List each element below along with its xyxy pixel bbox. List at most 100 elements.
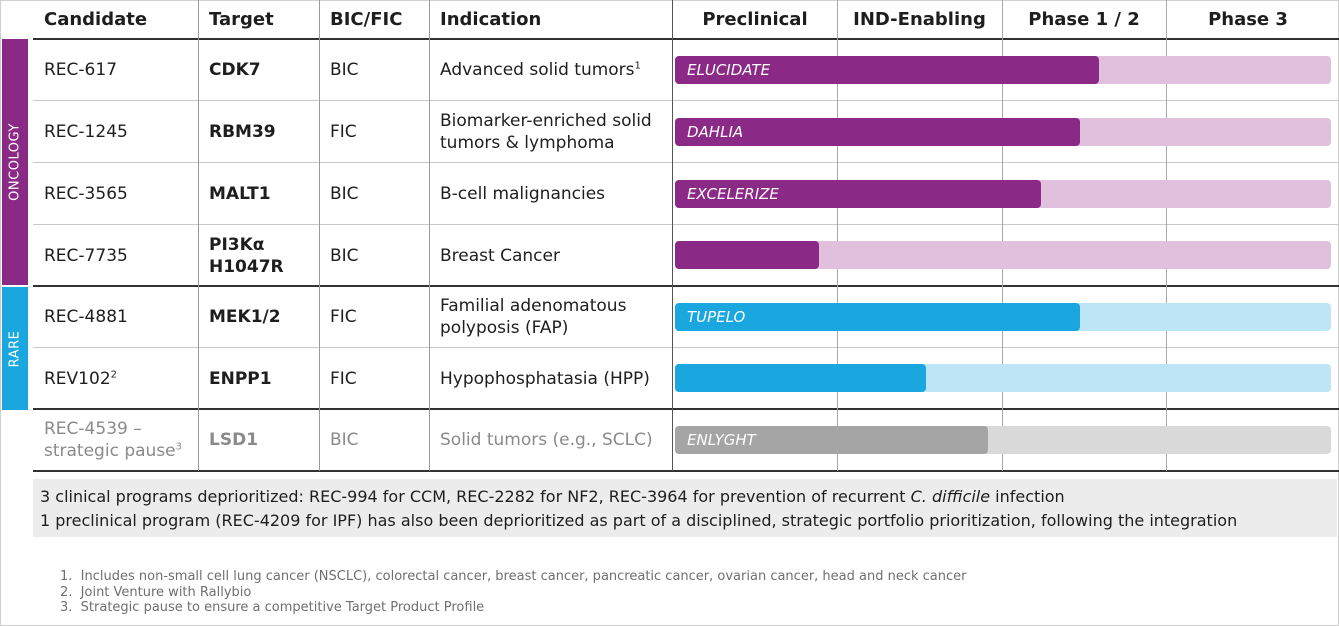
progress-bar: ENLYGHT	[675, 426, 988, 454]
footnote-ref: 2	[110, 368, 118, 380]
progress-bar: DAHLIA	[675, 118, 1081, 146]
column-divider	[198, 0, 199, 471]
pipeline-track: DAHLIA	[675, 118, 1331, 146]
footnote-text: Includes non-small cell lung cancer (NSC…	[80, 569, 967, 584]
indication-cell: Biomarker-enriched solid tumors & lympho…	[440, 111, 652, 153]
target-cell: LSD1	[209, 430, 259, 450]
candidate-cell: REC-7735	[44, 226, 128, 285]
candidate-cell: REC-617	[44, 40, 117, 100]
study-name: EXCELERIZE	[687, 185, 779, 203]
progress-bar	[675, 364, 927, 392]
row-divider	[33, 224, 1339, 225]
target-cell: PI3Kα H1047R	[209, 234, 284, 277]
column-divider	[319, 0, 320, 471]
group-divider	[33, 285, 1339, 287]
progress-bar: ELUCIDATE	[675, 56, 1099, 84]
study-name: TUPELO	[687, 308, 746, 326]
indication-cell: Solid tumors (e.g., SCLC)	[440, 430, 653, 450]
header-target: Target	[209, 9, 274, 30]
phase-divider	[1002, 0, 1003, 471]
bic-fic-cell: FIC	[330, 307, 357, 327]
phase-divider	[1166, 0, 1167, 471]
footnote-text: Joint Venture with Rallybio	[80, 585, 252, 600]
footnote-ref: 3	[175, 441, 182, 453]
header-ind-enabling: IND-Enabling	[853, 9, 986, 30]
group-label-rare: RARE	[2, 287, 28, 410]
row-divider	[33, 347, 1339, 348]
bic-fic-cell: FIC	[330, 122, 357, 142]
table-bottom-divider	[33, 470, 1339, 472]
bic-fic-cell: BIC	[330, 245, 359, 266]
footnote-text: Strategic pause to ensure a competitive …	[80, 600, 485, 615]
candidate-name: REC-7735	[44, 245, 128, 266]
pipeline-track: ENLYGHT	[675, 426, 1331, 454]
row-divider	[33, 162, 1339, 163]
target-cell: MALT1	[209, 184, 271, 204]
header-indication: Indication	[440, 9, 542, 30]
footnote-number: 2.	[60, 585, 73, 600]
candidate-name: REC-617	[44, 60, 118, 80]
note-italic-text: C. difficile	[910, 487, 991, 506]
note-line-2: 1 preclinical program (REC-4209 for IPF)…	[40, 511, 1238, 530]
progress-bar: EXCELERIZE	[675, 180, 1042, 208]
candidate-name: REV102	[44, 368, 111, 389]
bic-fic-cell: BIC	[330, 60, 359, 80]
pipeline-track: TUPELO	[675, 303, 1331, 331]
candidate-cell: REC-1245	[44, 102, 128, 162]
study-name: ELUCIDATE	[687, 61, 771, 79]
deprioritization-note: 3 clinical programs deprioritized: REC-9…	[33, 479, 1337, 537]
candidate-name: REC-4881	[44, 307, 128, 327]
indication-cell: B-cell malignancies	[440, 184, 606, 204]
candidate-cell: REC-3565	[44, 164, 128, 224]
target-cell: RBM39	[209, 122, 276, 142]
group-divider	[33, 408, 1339, 410]
note-text: 3 clinical programs deprioritized: REC-9…	[40, 487, 911, 506]
target-cell: CDK7	[209, 60, 261, 80]
bic-fic-cell: FIC	[330, 368, 357, 389]
target-cell: ENPP1	[209, 368, 272, 389]
candidate-name: REC-1245	[44, 122, 128, 142]
footnote-number: 1.	[60, 569, 73, 584]
header-phase-1-2: Phase 1 / 2	[1028, 9, 1140, 30]
pipeline-track	[675, 364, 1331, 392]
indication-text: Advanced solid tumors	[440, 60, 635, 80]
footnote-1: 1. Includes non-small cell lung cancer (…	[60, 569, 967, 584]
footnote-2: 2. Joint Venture with Rallybio	[60, 585, 251, 600]
column-divider	[672, 0, 673, 471]
header-divider	[33, 38, 1339, 40]
header-candidate: Candidate	[44, 9, 148, 30]
target-cell: MEK1/2	[209, 307, 281, 327]
group-label-oncology: ONCOLOGY	[2, 39, 28, 285]
progress-bar: TUPELO	[675, 303, 1081, 331]
pipeline-track: EXCELERIZE	[675, 180, 1331, 208]
pipeline-track	[675, 241, 1331, 269]
candidate-cell: REC-4881	[44, 287, 128, 347]
indication-cell: Hypophosphatasia (HPP)	[440, 368, 650, 389]
header-phase-3: Phase 3	[1208, 9, 1288, 30]
group-label-rare-text: RARE	[7, 330, 23, 367]
indication-cell: Advanced solid tumors1	[440, 40, 641, 100]
candidate-name: REC-4539 – strategic pause	[44, 419, 176, 461]
header-bic-fic: BIC/FIC	[330, 9, 403, 30]
bic-fic-cell: BIC	[330, 430, 359, 450]
candidate-cell: REV1022	[44, 349, 117, 408]
header-preclinical: Preclinical	[702, 9, 808, 30]
phase-divider	[837, 0, 838, 471]
column-divider	[429, 0, 430, 471]
note-line-1: 3 clinical programs deprioritized: REC-9…	[40, 487, 1065, 506]
note-text: infection	[990, 487, 1065, 506]
candidate-cell: REC-4539 – strategic pause3	[44, 410, 194, 470]
footnote-number: 3.	[60, 600, 73, 615]
pipeline-track: ELUCIDATE	[675, 56, 1331, 84]
footnote-3: 3. Strategic pause to ensure a competiti…	[60, 600, 484, 615]
bic-fic-cell: BIC	[330, 184, 359, 204]
row-divider	[33, 100, 1339, 101]
indication-cell: Familial adenomatous polyposis (FAP)	[440, 296, 627, 338]
study-name: DAHLIA	[687, 123, 744, 141]
candidate-name: REC-3565	[44, 184, 128, 204]
indication-cell: Breast Cancer	[440, 245, 560, 266]
progress-bar	[675, 241, 820, 269]
group-label-oncology-text: ONCOLOGY	[7, 123, 23, 201]
footnote-ref: 1	[634, 60, 641, 72]
study-name: ENLYGHT	[687, 431, 756, 449]
